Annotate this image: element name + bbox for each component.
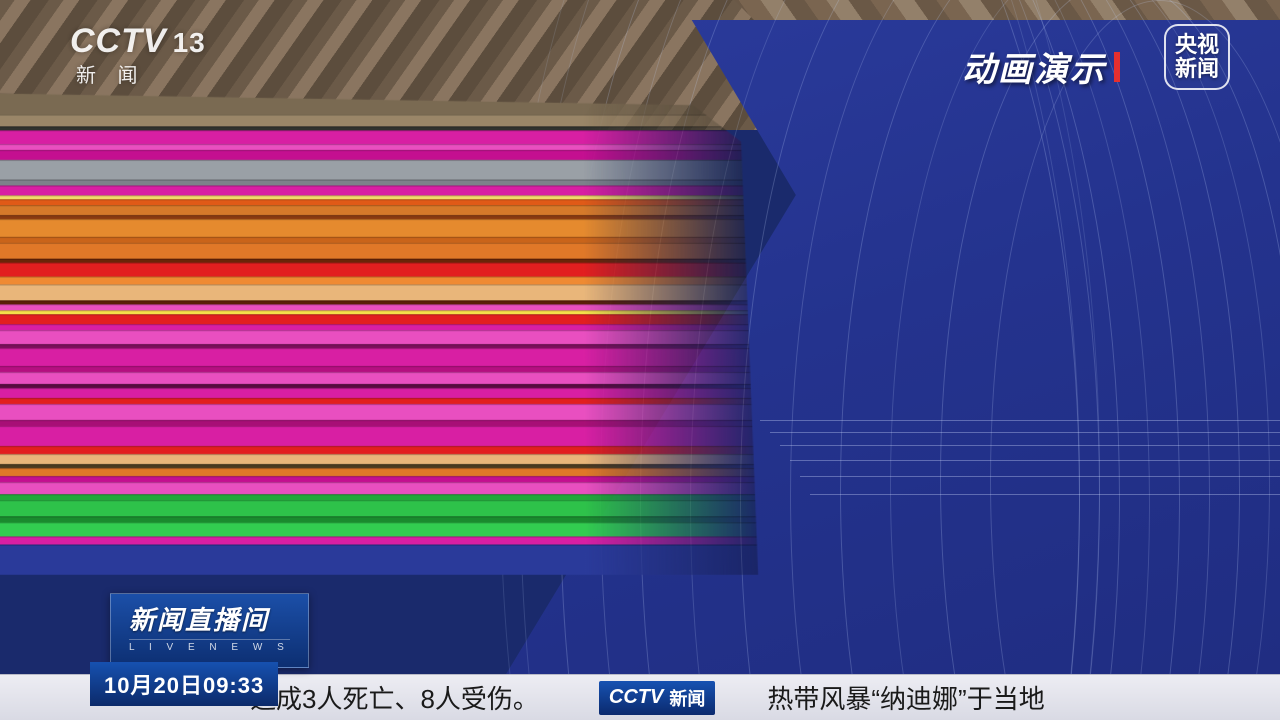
stratum-layer (0, 130, 757, 144)
app-badge: 央视 新闻 (1164, 24, 1230, 90)
stratum-layer (0, 454, 761, 464)
stratum-layer (0, 426, 761, 446)
program-badge: 新闻直播间 L I V E N E W S (110, 593, 309, 668)
ticker-logo-main: CCTV (609, 686, 663, 709)
wire-hline (760, 420, 1280, 421)
animation-label-text: 动画演示 (962, 42, 1106, 91)
stratum-layer (0, 348, 760, 366)
broadcast-frame: CCTV13 新 闻 动画演示 央视 新闻 造成3人死亡、8人受伤。 CCTV … (0, 0, 1280, 720)
ticker-logo-sub: 新闻 (669, 685, 705, 711)
channel-number: 13 (173, 27, 206, 58)
program-name-cn: 新闻直播间 (129, 600, 290, 637)
program-name-en: L I V E N E W S (129, 639, 290, 653)
stratum-layer (0, 185, 758, 195)
stratum-layer (0, 536, 762, 544)
datetime-box: 10月20日09:33 (90, 662, 278, 706)
stratum-layer (0, 446, 761, 454)
stratum-layer (0, 219, 758, 237)
stratum-layer (0, 150, 757, 160)
stratum-layer (0, 314, 759, 324)
time-text: 09:33 (203, 673, 264, 698)
ticker-segment-1: 造成3人死亡、8人受伤。 (250, 679, 539, 716)
channel-logo: CCTV13 新 闻 (70, 22, 206, 88)
stratum-layer (0, 115, 757, 127)
app-badge-line1: 央视 (1175, 33, 1219, 57)
wire-hline (790, 460, 1280, 461)
wire-hline (810, 494, 1280, 495)
ticker-logo: CCTV 新闻 (599, 681, 715, 715)
stratum-layer (0, 263, 759, 277)
stratum-layer (0, 243, 758, 259)
stratum-layer (0, 522, 762, 536)
stratum-layer (0, 468, 761, 476)
channel-logo-text: CCTV (70, 22, 167, 60)
date-text: 10月20日 (104, 673, 203, 698)
stratum-layer (0, 330, 759, 344)
stratum-layer (0, 404, 760, 420)
red-bar-icon (1114, 52, 1120, 82)
stratum-layer (0, 388, 760, 398)
wire-hline (770, 432, 1280, 433)
animation-label: 动画演示 (962, 42, 1120, 91)
app-badge-line2: 新闻 (1175, 57, 1219, 81)
stratum-layer (0, 205, 758, 215)
stratum-layer (0, 372, 760, 384)
ticker-segment-2: 热带风暴“纳迪娜”于当地 (767, 679, 1044, 716)
stratum-layer (0, 277, 759, 285)
stratum-layer (0, 160, 757, 180)
channel-subtitle: 新 闻 (70, 59, 206, 88)
stratum-layer (0, 500, 761, 516)
stratum-layer (0, 545, 762, 575)
wire-hline (780, 445, 1280, 446)
stratum-layer (0, 284, 759, 300)
wire-hline (800, 476, 1280, 477)
stratum-layer (0, 482, 761, 494)
